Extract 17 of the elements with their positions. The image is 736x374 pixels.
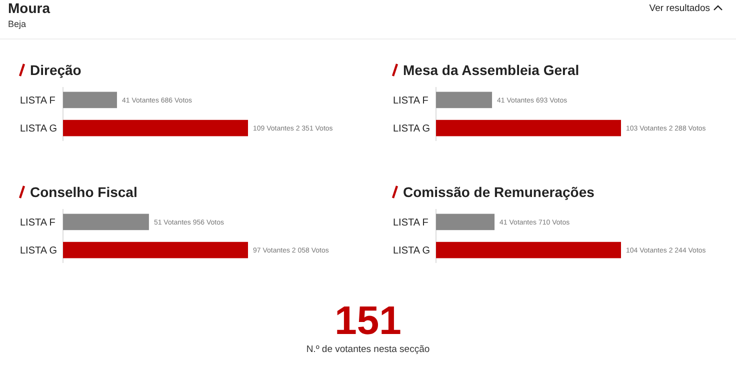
text: Beja	[8, 19, 26, 29]
chart-title: Mesa da Assembleia Geral	[403, 62, 580, 78]
text: Ver resultados	[649, 3, 710, 14]
text: Moura	[8, 0, 50, 16]
y-tick-label: LISTA G	[393, 124, 430, 135]
y-tick-label: LISTA F	[20, 95, 56, 106]
y-tick-label: LISTA G	[20, 124, 58, 135]
text: N.º de votantes nesta secção	[306, 344, 430, 355]
y-tick-label: LISTA F	[20, 217, 56, 228]
y-tick-label: LISTA F	[393, 95, 428, 106]
chart-title: Direção	[30, 62, 82, 78]
y-tick-label: LISTA G	[393, 246, 430, 257]
y-tick-label: LISTA F	[393, 217, 428, 228]
chart-title: Comissão de Remunerações	[403, 184, 595, 200]
y-tick-label: LISTA G	[20, 246, 58, 257]
chart-title: Conselho Fiscal	[30, 184, 138, 200]
text: 151	[334, 299, 402, 343]
